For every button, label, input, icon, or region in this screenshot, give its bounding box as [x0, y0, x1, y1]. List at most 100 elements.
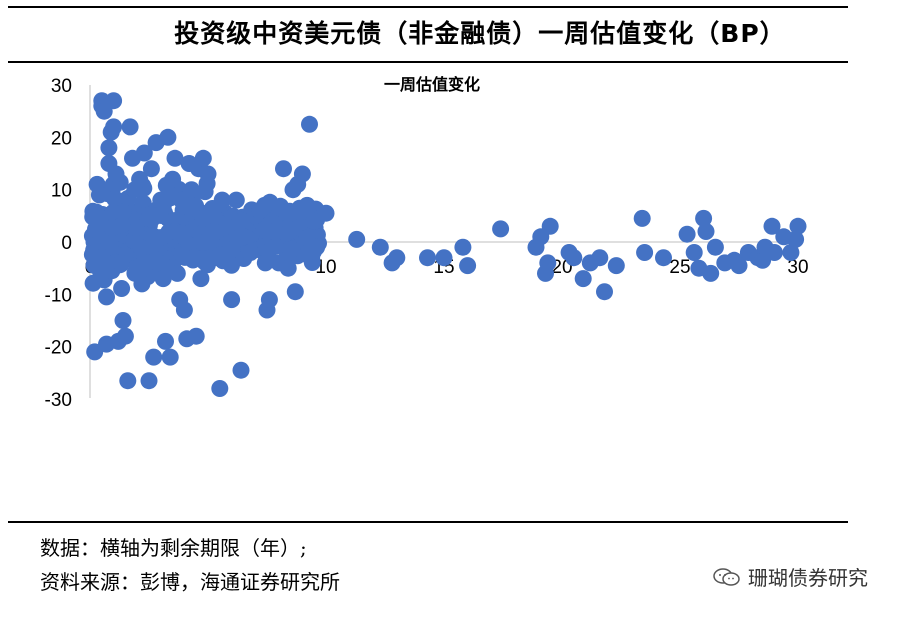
x-tick-label: 30	[787, 257, 808, 278]
data-point	[138, 254, 156, 272]
data-point	[142, 160, 160, 178]
data-point	[164, 170, 182, 188]
data-point	[159, 128, 177, 146]
wechat-icon	[713, 567, 740, 586]
y-tick-label: -20	[45, 338, 72, 359]
data-point	[107, 165, 125, 183]
data-point	[607, 257, 625, 275]
chart-inner-title: 一周估值变化	[384, 75, 480, 94]
data-point	[286, 283, 304, 301]
data-point	[112, 254, 130, 272]
data-point	[103, 219, 121, 237]
y-tick-label: 10	[51, 181, 72, 202]
data-point	[275, 160, 292, 178]
data-point	[227, 191, 245, 209]
data-point	[541, 217, 559, 235]
data-point	[152, 229, 169, 247]
data-point	[223, 291, 241, 309]
data-point	[574, 270, 592, 288]
top-rule	[8, 6, 848, 8]
data-point	[157, 332, 174, 350]
data-point	[279, 259, 297, 277]
data-point	[565, 249, 583, 267]
y-tick-label: 30	[51, 76, 72, 97]
data-point	[98, 288, 115, 306]
data-point	[591, 249, 609, 267]
data-point	[730, 257, 748, 275]
data-point	[388, 249, 406, 267]
data-point	[199, 165, 217, 183]
data-point	[114, 312, 132, 329]
data-point	[127, 219, 145, 237]
data-point	[90, 186, 108, 204]
data-point	[114, 203, 132, 221]
data-point	[113, 280, 131, 297]
footnote-source: 资料来源：彭博，海通证券研究所	[40, 570, 340, 594]
data-point	[166, 149, 184, 167]
data-point	[633, 209, 651, 227]
data-point	[90, 213, 108, 230]
data-point	[175, 301, 193, 319]
data-point	[256, 196, 274, 214]
data-point	[106, 190, 124, 208]
bottom-rule	[8, 521, 848, 523]
data-point	[168, 264, 186, 282]
data-point	[208, 249, 226, 267]
y-tick-label: -10	[45, 285, 72, 306]
data-point	[308, 238, 326, 256]
data-point	[135, 144, 153, 162]
data-point	[298, 196, 316, 214]
data-point	[161, 348, 179, 366]
y-axis: 30 20 10 0 -10 -20 -30	[45, 76, 91, 411]
data-point	[194, 149, 212, 167]
data-point	[765, 244, 783, 261]
data-point	[317, 204, 335, 222]
data-point	[539, 254, 557, 272]
data-point	[213, 191, 231, 209]
data-point	[459, 257, 477, 275]
data-point	[232, 361, 250, 379]
data-point	[211, 380, 229, 397]
data-point	[293, 165, 311, 183]
data-point	[782, 244, 800, 261]
data-point	[141, 206, 159, 224]
data-point	[283, 240, 301, 258]
data-point	[234, 228, 252, 246]
data-point	[93, 248, 111, 266]
data-point	[140, 372, 158, 390]
watermark-text: 珊瑚债券研究	[748, 566, 868, 590]
data-point	[187, 327, 205, 345]
data-point	[435, 249, 453, 267]
data-point	[116, 327, 134, 345]
y-tick-label: 20	[51, 128, 72, 149]
data-point	[763, 217, 781, 235]
data-point	[223, 241, 241, 259]
data-point	[685, 244, 703, 261]
data-point	[301, 115, 318, 133]
data-point	[183, 181, 200, 199]
data-point	[702, 264, 720, 282]
data-point	[154, 270, 172, 288]
data-point	[789, 217, 807, 235]
data-point	[371, 238, 389, 256]
data-point	[192, 270, 210, 288]
watermark: 珊瑚债券研究	[712, 562, 868, 591]
data-point	[105, 118, 123, 136]
data-point	[678, 225, 696, 243]
data-point	[131, 170, 149, 188]
data-point	[492, 220, 510, 238]
data-point	[655, 249, 672, 267]
data-point	[149, 254, 167, 272]
data-point	[266, 237, 284, 255]
footnote-data: 数据：横轴为剩余期限（年）;	[40, 536, 307, 560]
data-point	[133, 275, 151, 293]
data-point	[218, 217, 236, 235]
y-tick-label: -30	[45, 390, 72, 411]
data-point	[787, 230, 805, 248]
data-point	[265, 223, 283, 240]
title-rule	[8, 61, 848, 63]
data-point	[419, 249, 436, 267]
data-point	[697, 223, 715, 240]
data-point	[121, 118, 139, 136]
